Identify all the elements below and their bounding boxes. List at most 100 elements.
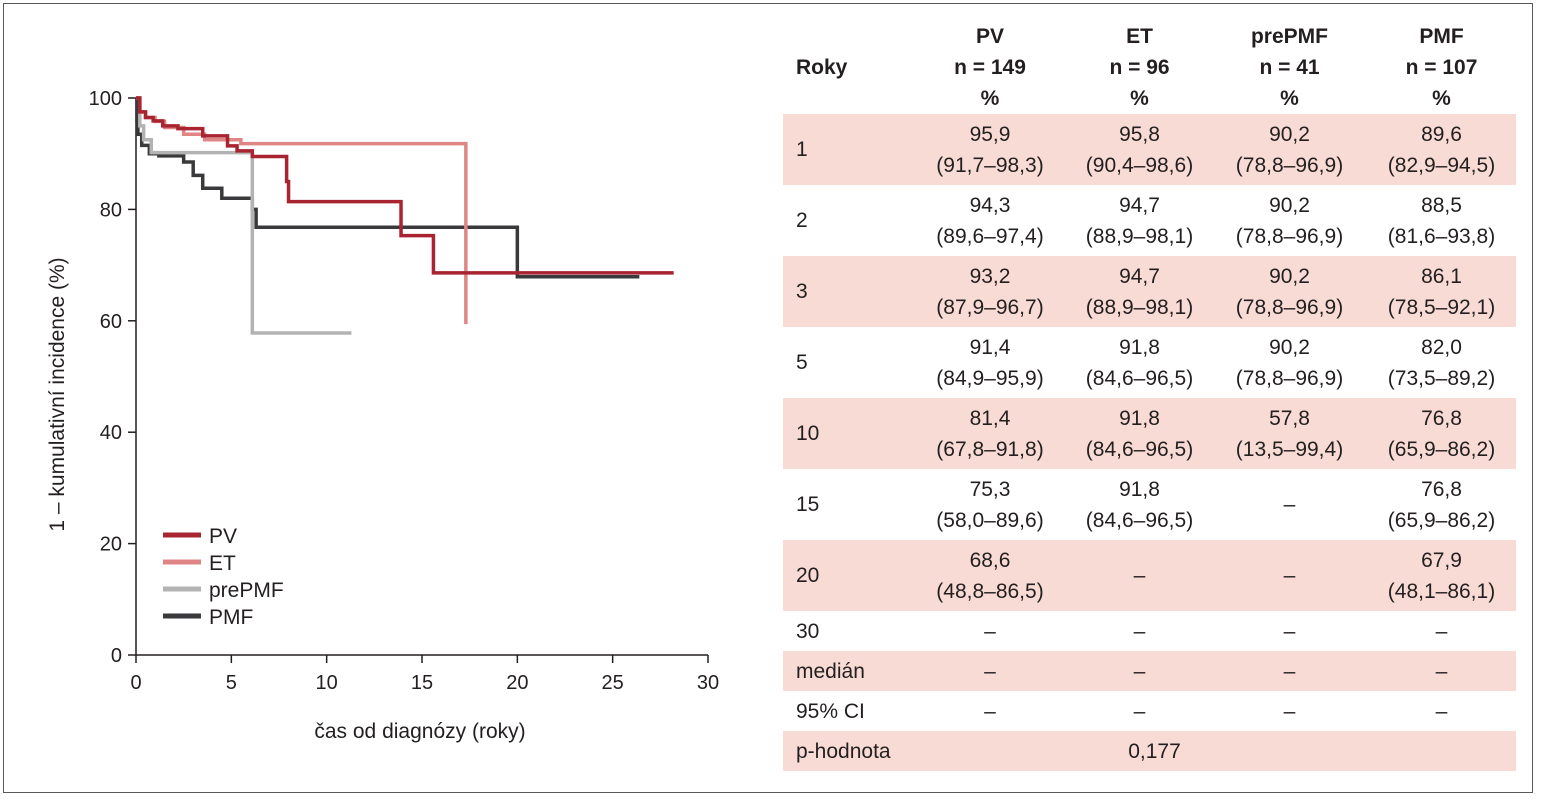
table-cell: 90,2 (78,8–96,9) [1212,327,1367,398]
table-cell: 86,1 (78,5–92,1) [1367,256,1516,327]
row-label: 5 [796,351,808,374]
cell-value: – [1435,619,1448,643]
cell-ci: (65,9–86,2) [1387,508,1496,532]
table-row: 30 – – – – [783,611,1516,651]
table-cell: – [1067,611,1212,651]
table-cell: 57,8 (13,5–99,4) [1212,398,1367,469]
cell-value: – [1133,699,1146,723]
table-row: 2 94,3 (89,6–97,4) 94,7 (88,9–98,1) 90,2 (78,8… [783,185,1516,256]
header-pv-name: PV [975,24,1004,48]
cell-value: 89,6 [1421,122,1462,146]
header-pmf-n: n = 107 [1405,55,1478,79]
table-cell: – [1212,691,1367,731]
cell-value: 76,8 [1421,406,1462,430]
table-cell: – [913,691,1067,731]
cell-value: 93,2 [969,264,1011,288]
header-prepmf-name: prePMF [1250,24,1328,48]
table-cell: – [1212,540,1367,611]
cell-ci: (78,5–92,1) [1387,295,1496,319]
y-tick-label: 100 [89,88,122,110]
row-label: 2 [796,209,808,232]
table-cell: 94,7 (88,9–98,1) [1067,185,1212,256]
row-label: 15 [796,493,820,516]
table-cell: – [1367,651,1516,691]
table-cell: – [1067,651,1212,691]
cell-ci: (78,8–96,9) [1235,366,1344,390]
cell-value: – [1435,659,1448,683]
table-cell: 90,2 (78,8–96,9) [1212,256,1367,327]
y-axis-label: 1 – kumulativní incidence (%) [46,257,69,531]
table-cell: 90,2 (78,8–96,9) [1212,185,1367,256]
row-label: 1 [783,114,913,185]
table-cell: 75,3 (58,0–89,6) [913,469,1067,540]
header-prepmf: prePMF n = 41 % [1212,20,1367,114]
table-cell: 89,6 (82,9–94,5) [1367,114,1516,185]
table-row: 20 68,6 (48,8–86,5) – – 67,9 (48,1–86,1) [783,540,1516,611]
row-label: medián [783,651,913,691]
table-cell: – [1212,469,1367,540]
cell-value: – [984,699,996,723]
x-tick-label: 30 [697,672,719,694]
p-value-row: p-hodnota 0,177 [783,731,1516,771]
cell-value: 95,9 [969,122,1011,146]
cell-value: 90,2 [1269,122,1310,146]
legend-label-et: ET [209,552,236,575]
header-et-name: ET [1126,24,1153,48]
cell-value: – [1283,564,1296,587]
cell-ci: (78,8–96,9) [1235,224,1344,248]
table-cell: – [1067,540,1212,611]
header-pv-unit: % [980,86,1000,110]
table-cell: 95,8 (90,4–98,6) [1067,114,1212,185]
header-et-n: n = 96 [1109,55,1170,79]
cell-value: 82,0 [1421,335,1462,359]
table-cell: 91,4 (84,9–95,9) [913,327,1067,398]
header-pmf-unit: % [1432,86,1451,110]
table-cell: 90,2 (78,8–96,9) [1212,114,1367,185]
cell-value: 94,3 [969,193,1011,217]
table-body: 1 95,9 (91,7–98,3) 95,8 (90,4–98,6) 90,2 (78,8… [783,114,1516,771]
cell-ci: (78,8–96,9) [1235,295,1344,319]
table-cell: 93,2 (87,9–96,7) [913,256,1067,327]
y-tick-label: 20 [100,534,122,556]
cell-value: 75,3 [969,477,1011,501]
table-cell: 76,8 (65,9–86,2) [1367,398,1516,469]
cell-ci: (78,8–96,9) [1235,153,1344,177]
table-cell: – [1212,651,1367,691]
cell-value: 91,8 [1119,477,1160,501]
cell-value: 90,2 [1269,193,1310,217]
table-cell: – [1367,611,1516,651]
cell-value: 81,4 [969,406,1011,430]
table-cell: 68,6 (48,8–86,5) [913,540,1067,611]
x-tick-label: 25 [602,672,624,694]
cell-ci: (84,6–96,5) [1085,508,1194,532]
table-cell: 82,0 (73,5–89,2) [1367,327,1516,398]
cell-value: 88,5 [1421,193,1462,217]
legend-label-pmf: PMF [209,606,253,629]
cell-value: – [1283,699,1296,723]
table-cell: 67,9 (48,1–86,1) [1367,540,1516,611]
row-label: 3 [783,256,913,327]
cell-value: – [1133,564,1146,587]
cell-value: 76,8 [1421,477,1462,501]
header-pmf-name: PMF [1419,24,1464,48]
x-tick-label: 15 [411,672,433,694]
p-value-label: p-hodnota [783,731,913,771]
table-row: 10 81,4 (67,8–91,8) 91,8 (84,6–96,5) 57,8 (13,… [783,398,1516,469]
cell-ci: (84,6–96,5) [1085,366,1194,390]
cell-ci: (84,6–96,5) [1085,437,1194,461]
cell-value: 90,2 [1269,335,1310,359]
header-roky: Roky [796,55,848,79]
table-cell: – [913,651,1067,691]
cell-value: – [1283,659,1296,683]
header-prepmf-unit: % [1280,86,1299,110]
table-cell: – [1212,611,1367,651]
table-cell: 91,8 (84,6–96,5) [1067,327,1212,398]
cell-value: – [1133,619,1146,643]
cell-ci: (90,4–98,6) [1085,153,1194,177]
header-pmf: PMF n = 107 % [1367,20,1516,114]
cell-value: 91,8 [1119,335,1160,359]
row-label: 95% CI [796,699,865,723]
y-tick-label: 0 [111,645,122,667]
cell-ci: (58,0–89,6) [936,508,1044,532]
cell-ci: (82,9–94,5) [1387,153,1496,177]
